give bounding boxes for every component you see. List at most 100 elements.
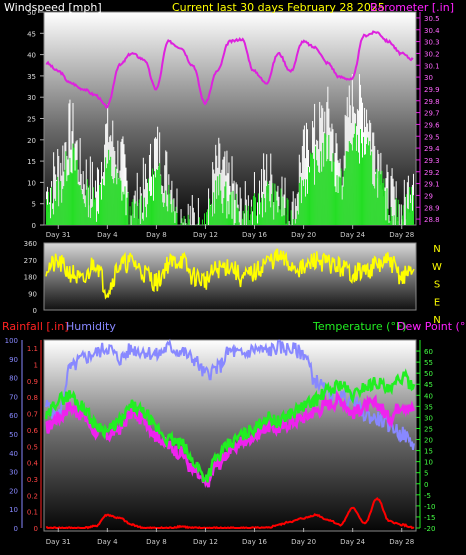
- gust-bar: [108, 149, 110, 225]
- windspeed-bar: [130, 215, 132, 225]
- temperature-title: Temperature (°F): [312, 320, 407, 333]
- rain-axis-tick-label: 0.5: [27, 443, 38, 451]
- gust-bar: [58, 206, 60, 225]
- gust-bar: [300, 203, 302, 225]
- gust-bar: [412, 195, 414, 225]
- windspeed-bar: [139, 186, 141, 225]
- gust-bar: [206, 212, 208, 225]
- gust-bar: [356, 134, 358, 225]
- windspeed-bar: [208, 188, 210, 225]
- barometer-axis-tick-label: 28.9: [424, 204, 440, 212]
- dewpoint-series-line: [45, 390, 416, 489]
- barometer-axis-tick-label: 29.4: [424, 145, 440, 153]
- gust-bar: [141, 218, 143, 225]
- direction-axis-tick-label: 90: [28, 290, 37, 298]
- wind-axis-tick-label: 15: [27, 158, 36, 166]
- windspeed-bar: [238, 211, 240, 225]
- windspeed-bar: [82, 171, 84, 225]
- windspeed-bar: [372, 132, 374, 225]
- wind-x-tick-label: Day 31: [46, 231, 71, 239]
- humidity-axis-tick-label: 0: [14, 525, 18, 533]
- wind-axis-tick-label: 30: [27, 94, 36, 102]
- gust-bar: [73, 147, 75, 225]
- gust-bar: [328, 134, 330, 225]
- gust-bar: [148, 191, 150, 225]
- gust-bar: [303, 179, 305, 225]
- windspeed-bar: [305, 122, 307, 225]
- gust-bar: [287, 199, 289, 225]
- gust-bar: [375, 174, 377, 225]
- windspeed-bar: [218, 137, 220, 225]
- gust-bar: [175, 206, 177, 225]
- gust-bar: [294, 223, 296, 225]
- gust-bar: [219, 174, 221, 225]
- gust-bar: [293, 219, 295, 225]
- windspeed-bar: [187, 203, 189, 225]
- gust-bar: [359, 128, 361, 225]
- gust-bar: [213, 192, 215, 225]
- gust-bar: [358, 163, 360, 225]
- windspeed-bar: [104, 144, 106, 225]
- gust-bar: [92, 187, 94, 225]
- gust-bar: [68, 174, 70, 225]
- windspeed-bar: [302, 129, 304, 225]
- rain-axis-tick-label: 1.1: [27, 345, 38, 353]
- windspeed-bar: [300, 172, 302, 225]
- windspeed-bar: [121, 138, 123, 225]
- wind-x-tick-label: Day 8: [146, 231, 167, 239]
- gust-bar: [209, 198, 211, 225]
- gust-bar: [114, 178, 116, 225]
- windspeed-bar: [304, 158, 306, 225]
- gust-bar: [96, 211, 98, 225]
- windspeed-bar: [95, 191, 97, 225]
- windspeed-bar: [231, 156, 233, 225]
- gust-bar: [47, 204, 49, 225]
- gust-bar: [229, 194, 231, 225]
- gust-bar: [139, 224, 141, 225]
- gust-bar: [107, 163, 109, 225]
- gust-bar: [353, 133, 355, 225]
- rain-axis-tick-label: 0.1: [27, 509, 38, 517]
- gust-bar: [138, 199, 140, 225]
- gust-bar: [112, 179, 114, 225]
- gust-bar: [116, 184, 118, 225]
- gust-bar: [329, 160, 331, 225]
- gust-bar: [173, 211, 175, 225]
- rainfall-series-line: [45, 497, 415, 530]
- wind-axis-tick-label: 25: [27, 116, 36, 124]
- gust-bar: [295, 218, 297, 225]
- windspeed-bar: [403, 179, 405, 225]
- gust-bar: [51, 186, 53, 225]
- gust-bar: [366, 144, 368, 225]
- gust-bar: [236, 207, 238, 225]
- wind-x-tick-label: Day 28: [389, 231, 414, 239]
- gust-bar: [321, 171, 323, 225]
- humidity-axis-tick-label: 80: [9, 375, 18, 383]
- temperature-axis-tick-label: -10: [424, 503, 435, 511]
- gust-bar: [106, 168, 108, 225]
- windspeed-bar: [243, 213, 245, 225]
- windspeed-bar: [223, 156, 225, 225]
- chart-marks: 0510152025303540455028.828.92929.129.229…: [5, 9, 442, 546]
- gust-bar: [319, 172, 321, 225]
- gust-bar: [222, 213, 224, 225]
- gust-bar: [79, 185, 81, 225]
- gust-bar: [84, 207, 86, 225]
- windspeed-bar: [374, 145, 376, 225]
- windspeed-bar: [351, 74, 353, 225]
- gust-bar: [292, 219, 294, 225]
- gust-bar: [350, 144, 352, 225]
- temperature-x-tick-label: Day 16: [242, 538, 268, 546]
- windspeed-bar: [101, 161, 103, 225]
- gust-bar: [313, 158, 315, 225]
- windspeed-bar: [406, 182, 408, 225]
- gust-bar: [94, 197, 96, 225]
- gust-bar: [69, 157, 71, 225]
- gust-bar: [260, 202, 262, 225]
- temperature-axis-tick-label: 0: [424, 481, 428, 489]
- windspeed-bar: [244, 181, 246, 225]
- windspeed-bar: [180, 209, 182, 225]
- barometer-axis-tick-label: 29.6: [424, 121, 440, 129]
- gust-bar: [373, 185, 375, 225]
- wind-x-tick-label: Day 20: [291, 231, 316, 239]
